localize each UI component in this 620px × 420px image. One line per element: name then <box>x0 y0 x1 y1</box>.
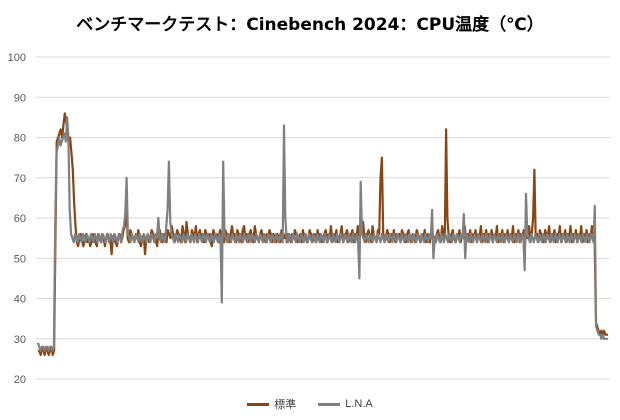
legend-label-lna: L.N.A <box>345 398 373 410</box>
gridlines <box>36 56 610 380</box>
series-lines <box>36 112 608 356</box>
y-tick-label-60: 60 <box>14 213 26 225</box>
legend-label-standard: 標準 <box>274 399 297 411</box>
y-tick-label-80: 80 <box>14 133 26 145</box>
y-tick-label-90: 90 <box>14 92 26 104</box>
legend-item-standard: 標準 <box>247 396 296 412</box>
legend-swatch-lna <box>318 402 341 406</box>
y-tick-label-50: 50 <box>14 253 26 265</box>
legend-swatch-standard <box>247 402 270 406</box>
series-line-lna <box>36 116 608 352</box>
legend: 標準 L.N.A <box>0 396 620 412</box>
y-tick-label-20: 20 <box>14 374 26 386</box>
legend-item-lna: L.N.A <box>318 396 373 412</box>
y-tick-label-100: 100 <box>8 52 26 64</box>
y-axis-tick-labels: 20 30 40 50 60 70 80 90 100 <box>8 52 26 386</box>
y-tick-label-30: 30 <box>14 334 26 346</box>
y-tick-label-70: 70 <box>14 173 26 185</box>
y-tick-label-40: 40 <box>14 294 26 306</box>
chart-title: ベンチマークテスト：Cinebench 2024：CPU温度（℃） <box>76 15 544 35</box>
